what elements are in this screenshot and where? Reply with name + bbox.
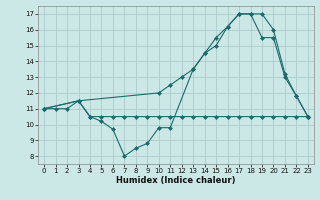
X-axis label: Humidex (Indice chaleur): Humidex (Indice chaleur) <box>116 176 236 185</box>
